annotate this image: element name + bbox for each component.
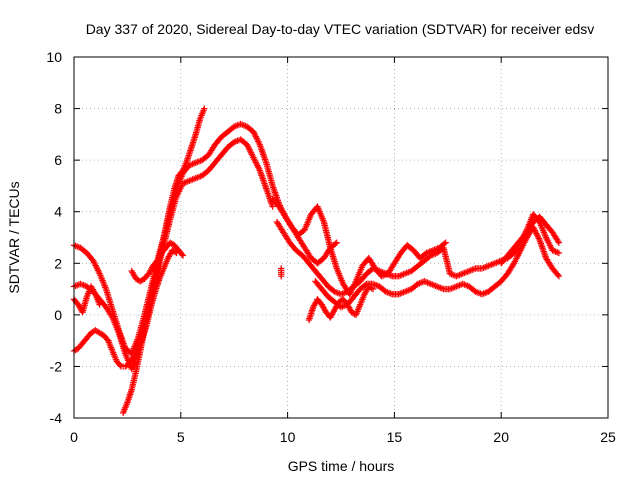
data-point xyxy=(116,361,124,369)
data-point xyxy=(554,271,562,279)
y-tick-label: 6 xyxy=(54,152,62,168)
y-axis-label: SDTVAR / TECUs xyxy=(6,181,22,293)
data-point xyxy=(555,272,563,280)
y-tick-label: 4 xyxy=(54,204,62,220)
y-tick-label: 0 xyxy=(54,307,62,323)
chart-title: Day 337 of 2020, Sidereal Day-to-day VTE… xyxy=(86,21,595,37)
data-point xyxy=(552,248,559,255)
data-point xyxy=(441,240,448,247)
data-point xyxy=(449,271,457,279)
x-tick-label: 10 xyxy=(280,429,296,445)
data-point xyxy=(74,282,81,289)
data-point xyxy=(554,237,562,245)
y-tick-label: -4 xyxy=(50,410,63,426)
data-point xyxy=(442,239,449,246)
x-axis-label: GPS time / hours xyxy=(288,458,395,474)
data-point xyxy=(277,265,285,272)
x-tick-label: 15 xyxy=(387,429,403,445)
plot-frame xyxy=(73,56,609,419)
data-point xyxy=(368,285,375,292)
data-point xyxy=(178,251,186,258)
axis-ticks: 0 5 10 15 20 25 -4 -2 0 2 4 6 8 10 xyxy=(46,49,616,445)
y-tick-label: 10 xyxy=(46,49,62,65)
data-point xyxy=(369,285,377,293)
data-point xyxy=(96,301,103,308)
data-point xyxy=(555,239,563,246)
y-tick-label: 8 xyxy=(54,101,62,117)
x-tick-label: 0 xyxy=(70,429,78,445)
x-tick-label: 20 xyxy=(493,429,509,445)
x-tick-label: 25 xyxy=(600,429,616,445)
data-point xyxy=(201,105,208,112)
data-point xyxy=(179,252,187,259)
y-tick-label: 2 xyxy=(54,255,62,271)
data-point xyxy=(333,239,340,246)
data-point xyxy=(555,249,563,257)
data-point xyxy=(332,240,339,247)
y-tick-label: -2 xyxy=(50,358,63,374)
data-point xyxy=(269,203,276,210)
x-tick-label: 5 xyxy=(177,429,185,445)
data-marks xyxy=(70,105,563,417)
